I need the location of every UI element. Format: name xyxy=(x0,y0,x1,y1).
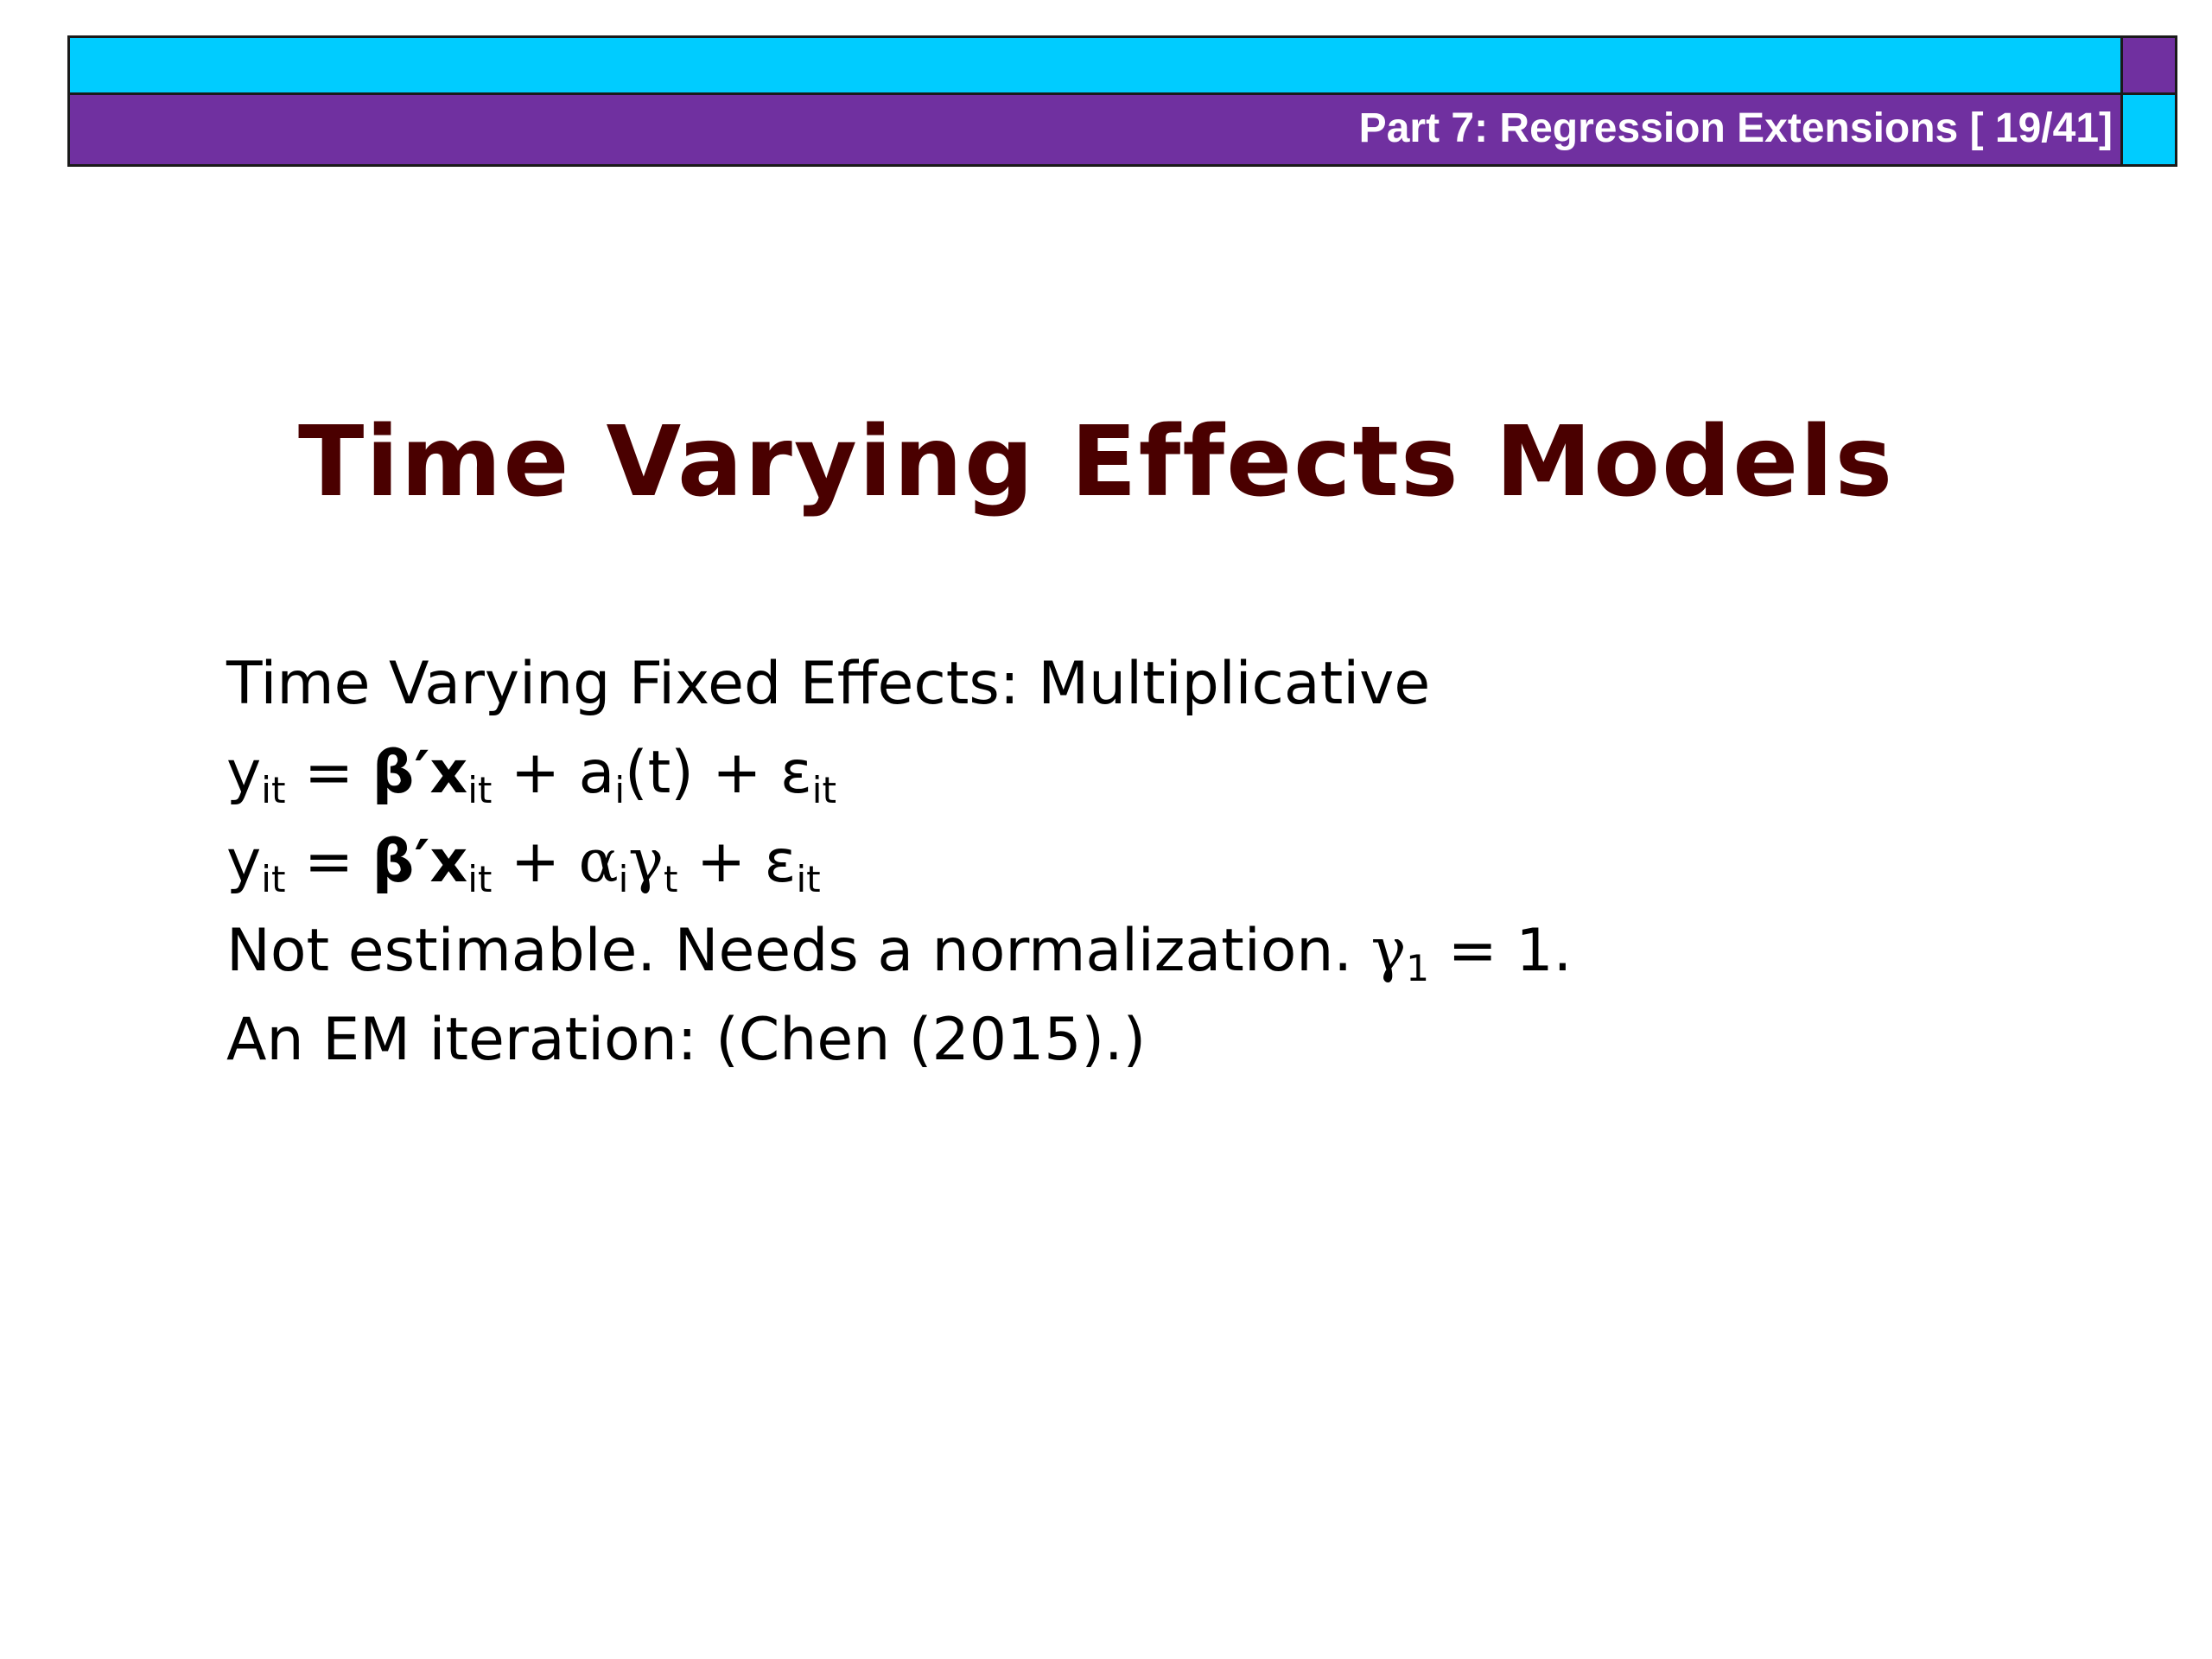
eq1-t-epsilon: (t) + ε xyxy=(625,739,812,807)
body-line-4: Not estimable. Needs a normalization. γ1… xyxy=(226,906,1572,995)
normalization-text: Not estimable. Needs a normalization. xyxy=(226,917,1371,985)
eq1-equals: = xyxy=(285,739,372,807)
eq1-plus-a: + a xyxy=(492,739,615,807)
header-corner-purple-block xyxy=(2120,38,2175,95)
body-line-5: An EM iteration: (Chen (2015).) xyxy=(226,1006,1147,1074)
equation-line-1: yit = β′xit + ai(t) + εit xyxy=(226,728,1572,817)
eq2-gamma-subscript: t xyxy=(663,857,678,900)
eq1-y-subscript: it xyxy=(261,768,286,811)
equation-line-2: yit = β′xit + αiγt + εit xyxy=(226,817,1572,906)
eq2-y: y xyxy=(226,828,262,896)
slide-body: Time Varying Fixed Effects: Multiplicati… xyxy=(226,639,1572,1084)
eq2-equals: = xyxy=(285,828,372,896)
body-line-1: Time Varying Fixed Effects: Multiplicati… xyxy=(226,650,1431,718)
normalization-tail: = 1. xyxy=(1429,917,1573,985)
eq2-epsilon-subscript: it xyxy=(796,857,821,900)
eq1-x-subscript: it xyxy=(467,768,493,811)
normalization-gamma-subscript: 1 xyxy=(1406,946,1430,989)
header-cyan-band xyxy=(70,38,2126,95)
eq1-y: y xyxy=(226,739,262,807)
eq2-plus-epsilon: + ε xyxy=(677,828,797,896)
part-label: Part 7: Regression Extensions [ 19/41] xyxy=(1358,105,2113,151)
eq2-x-subscript: it xyxy=(467,857,493,900)
eq2-alpha-subscript: i xyxy=(618,857,629,900)
eq2-y-subscript: it xyxy=(261,857,286,900)
eq2-plus: + xyxy=(492,828,579,896)
eq2-alpha: α xyxy=(578,828,619,896)
eq1-epsilon-subscript: it xyxy=(811,768,836,811)
eq1-beta-x: β′x xyxy=(372,739,468,807)
eq2-gamma: γ xyxy=(628,828,664,896)
normalization-gamma: γ xyxy=(1370,917,1407,985)
header-corner-cyan-block xyxy=(2120,95,2175,164)
eq1-a-subscript: i xyxy=(614,768,626,811)
eq2-beta-x: β′x xyxy=(372,828,468,896)
slide-title: Time Varying Effects Models xyxy=(298,406,1895,518)
slide-header-bar: Part 7: Regression Extensions [ 19/41] xyxy=(67,35,2177,167)
